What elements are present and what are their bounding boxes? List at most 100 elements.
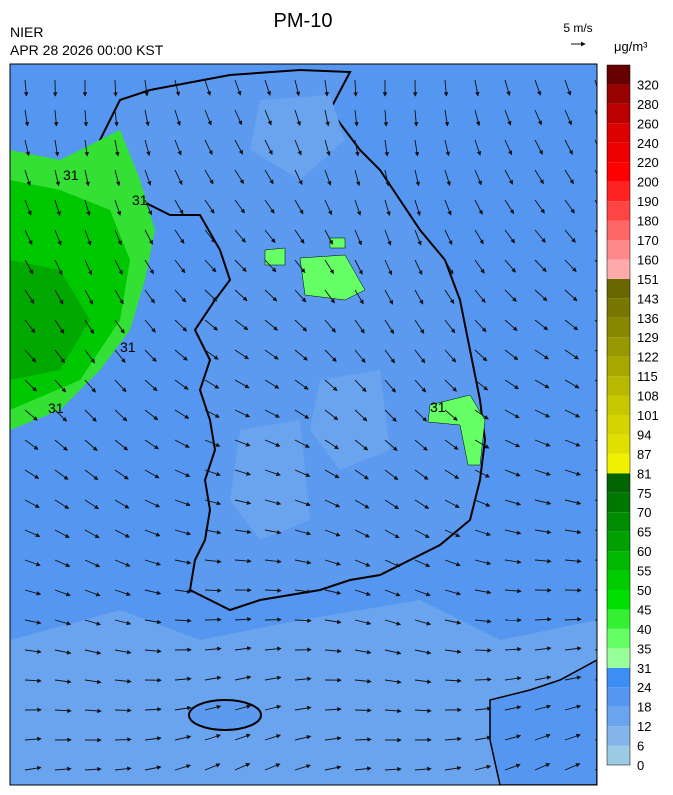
wind-arrow — [234, 617, 252, 622]
wind-arrow — [234, 733, 251, 741]
wind-arrow — [414, 229, 422, 246]
wind-arrow — [294, 379, 309, 390]
wind-arrow — [174, 139, 182, 156]
wind-arrow — [474, 648, 492, 653]
wind-arrow — [534, 733, 551, 741]
wind-arrow — [24, 499, 40, 508]
wind-arrow — [234, 499, 252, 505]
wind-arrow — [234, 704, 252, 711]
wind-arrow — [264, 675, 282, 681]
colorbar-bin — [607, 395, 630, 415]
colorbar-label: 108 — [637, 389, 659, 404]
wind-arrow — [144, 707, 162, 712]
colorbar: 0 6 12 18 24 31 35 40 45 50 55 60 65 70 75 81 87 94 101 108… — [606, 64, 659, 773]
colorbar-label: 24 — [637, 680, 651, 695]
colorbar-label: 65 — [637, 525, 651, 540]
wind-arrow — [444, 379, 457, 392]
wind-arrow — [534, 319, 549, 331]
colorbar-bin — [607, 123, 630, 143]
wind-arrow — [384, 529, 400, 539]
wind-arrow — [264, 349, 279, 360]
wind-arrow — [324, 469, 340, 479]
wind-arrow — [144, 469, 160, 479]
wind-arrow — [504, 109, 512, 126]
colorbar-bin — [607, 142, 630, 163]
wind-arrow — [174, 79, 181, 97]
wind-arrow — [414, 169, 420, 187]
wind-arrow — [534, 139, 543, 155]
colorbar-bin — [607, 181, 630, 202]
wind-arrow — [54, 619, 72, 626]
wind-arrow — [174, 529, 192, 536]
wind-arrow — [264, 763, 281, 771]
wind-arrow — [564, 675, 582, 681]
wind-arrow — [384, 379, 396, 393]
wind-arrow — [144, 765, 162, 771]
wind-arrow — [474, 109, 481, 127]
wind-arrow — [444, 499, 460, 508]
wind-arrow — [174, 589, 192, 594]
wind-arrow — [114, 319, 125, 334]
wind-arrow — [234, 558, 252, 564]
colorbar-label: 81 — [637, 466, 651, 481]
wind-arrow — [144, 529, 161, 537]
wind-arrow — [354, 469, 369, 480]
wind-arrow — [24, 649, 42, 654]
wind-arrow — [114, 139, 120, 157]
wind-arrow — [24, 736, 42, 742]
wind-arrow — [474, 706, 492, 711]
colorbar-label: 12 — [637, 719, 651, 734]
wind-arrow — [24, 439, 39, 450]
wind-arrow — [84, 708, 102, 714]
wind-arrow — [294, 499, 311, 507]
wind-arrow — [24, 559, 41, 567]
wind-arrow — [84, 259, 93, 276]
wind-arrow — [354, 737, 372, 742]
colorbar-label: 87 — [637, 447, 651, 462]
colorbar-bin — [607, 162, 630, 182]
wind-arrow — [24, 259, 34, 275]
wind-arrow — [504, 79, 511, 97]
wind-arrow — [114, 199, 122, 216]
wind-arrow — [444, 649, 462, 654]
colorbar-label: 143 — [637, 291, 659, 306]
wind-arrow — [204, 763, 221, 771]
wind-arrow — [53, 109, 59, 127]
wind-arrow — [564, 529, 582, 535]
wind-arrow — [264, 379, 280, 389]
wind-arrow — [294, 289, 307, 303]
wind-arrow — [264, 559, 282, 564]
wind-arrow — [564, 109, 572, 126]
wind-arrow — [444, 229, 453, 246]
wind-arrow — [174, 409, 190, 419]
wind-arrow — [204, 499, 222, 506]
wind-arrow — [54, 589, 71, 597]
wind-arrow — [84, 619, 102, 626]
wind-arrow — [54, 439, 68, 451]
wind-arrow — [354, 199, 362, 216]
wind-arrow — [294, 79, 301, 97]
map-frame — [9, 63, 598, 786]
wind-arrow — [294, 705, 312, 711]
peninsula — [98, 68, 487, 612]
colorbar-label: 160 — [637, 252, 659, 267]
wind-arrow — [264, 704, 282, 711]
wind-arrow — [114, 349, 126, 363]
wind-arrow — [114, 469, 129, 480]
wind-arrow — [324, 229, 333, 245]
wind-arrow — [264, 409, 280, 418]
wind-arrow — [504, 705, 522, 711]
wind-arrow — [474, 169, 482, 186]
colorbar-label: 94 — [637, 427, 651, 442]
wind-arrow — [294, 409, 310, 419]
wind-arrow — [384, 649, 402, 655]
wind-arrow — [24, 765, 42, 771]
wind-arrow — [534, 199, 545, 214]
wind-arrow — [534, 704, 552, 711]
wind-arrow — [444, 439, 459, 450]
wind-arrow — [54, 708, 72, 713]
wind-arrow — [24, 199, 32, 216]
wind-arrow — [414, 469, 429, 480]
wind-arrow — [84, 469, 99, 481]
wind-arrow — [354, 169, 361, 187]
